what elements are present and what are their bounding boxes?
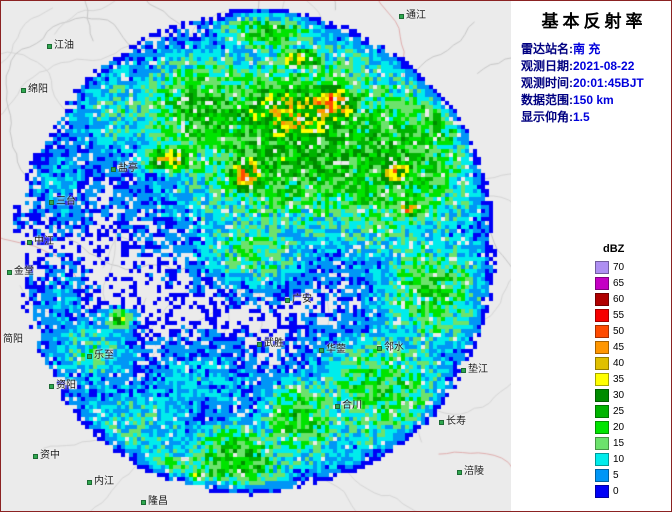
elevation-label: 显示仰角: — [521, 110, 573, 124]
legend-swatch — [595, 388, 609, 402]
data-range-value: 150 km — [573, 93, 614, 107]
station-name-label: 雷达站名: — [521, 42, 573, 56]
info-panel: 基本反射率 雷达站名:南 充 观测日期:2021-08-22 观测时间:20:0… — [511, 1, 671, 511]
legend-scale: 70 65 60 55 50 45 40 35 30 25 20 15 10 5 0 — [595, 259, 667, 499]
legend-swatch — [595, 468, 609, 482]
legend-entry: 45 — [595, 339, 667, 355]
legend-entry: 25 — [595, 403, 667, 419]
legend-swatch — [595, 372, 609, 386]
legend-entry: 50 — [595, 323, 667, 339]
legend-value: 0 — [613, 485, 619, 497]
legend-value: 60 — [613, 293, 625, 305]
legend-swatch — [595, 484, 609, 498]
legend-value: 70 — [613, 261, 625, 273]
legend-value: 40 — [613, 357, 625, 369]
legend-swatch — [595, 404, 609, 418]
legend-unit-label: dBZ — [603, 243, 625, 255]
legend-swatch — [595, 292, 609, 306]
legend-value: 50 — [613, 325, 625, 337]
legend-entry: 70 — [595, 259, 667, 275]
legend-value: 35 — [613, 373, 625, 385]
info-row-time: 观测时间:20:01:45BJT — [521, 75, 667, 92]
data-range-label: 数据范围: — [521, 93, 573, 107]
legend-swatch — [595, 260, 609, 274]
legend-value: 5 — [613, 469, 619, 481]
info-row-date: 观测日期:2021-08-22 — [521, 58, 667, 75]
legend-entry: 15 — [595, 435, 667, 451]
legend-value: 55 — [613, 309, 625, 321]
legend-entry: 30 — [595, 387, 667, 403]
radar-map: 通江 江油 绵阳 盐亭 三台 中江 金堂 简阳 乐至 资阳 资中 内江 隆昌 武胜 广安 华蓥 邻水 合川 长寿 垫江… — [1, 1, 511, 511]
legend-value: 45 — [613, 341, 625, 353]
legend-value: 30 — [613, 389, 625, 401]
obs-time-label: 观测时间: — [521, 76, 573, 90]
legend-entry: 65 — [595, 275, 667, 291]
legend-swatch — [595, 340, 609, 354]
legend-entry: 55 — [595, 307, 667, 323]
legend-entry: 10 — [595, 451, 667, 467]
legend-entry: 40 — [595, 355, 667, 371]
legend-swatch — [595, 452, 609, 466]
legend-swatch — [595, 324, 609, 338]
radar-echo-canvas — [1, 1, 511, 511]
legend-swatch — [595, 436, 609, 450]
obs-date-value: 2021-08-22 — [573, 59, 635, 73]
legend-swatch — [595, 308, 609, 322]
legend-entry: 20 — [595, 419, 667, 435]
legend-entry: 35 — [595, 371, 667, 387]
legend-value: 25 — [613, 405, 625, 417]
legend-swatch — [595, 276, 609, 290]
obs-time-value: 20:01:45BJT — [573, 76, 644, 90]
legend-value: 10 — [613, 453, 625, 465]
legend-swatch — [595, 420, 609, 434]
info-row-elevation: 显示仰角:1.5 — [521, 109, 667, 126]
obs-date-label: 观测日期: — [521, 59, 573, 73]
legend-value: 65 — [613, 277, 625, 289]
info-row-station: 雷达站名:南 充 — [521, 41, 667, 58]
legend-entry: 60 — [595, 291, 667, 307]
station-info: 雷达站名:南 充 观测日期:2021-08-22 观测时间:20:01:45BJ… — [521, 41, 667, 126]
legend: dBZ 70 65 60 55 50 45 40 35 30 25 20 15 10 5 0 — [595, 243, 667, 499]
station-name-value: 南 充 — [573, 42, 601, 56]
info-row-range: 数据范围:150 km — [521, 92, 667, 109]
legend-value: 15 — [613, 437, 625, 449]
elevation-value: 1.5 — [573, 110, 590, 124]
legend-value: 20 — [613, 421, 625, 433]
product-title: 基本反射率 — [541, 12, 647, 32]
legend-entry: 0 — [595, 483, 667, 499]
legend-swatch — [595, 356, 609, 370]
legend-entry: 5 — [595, 467, 667, 483]
